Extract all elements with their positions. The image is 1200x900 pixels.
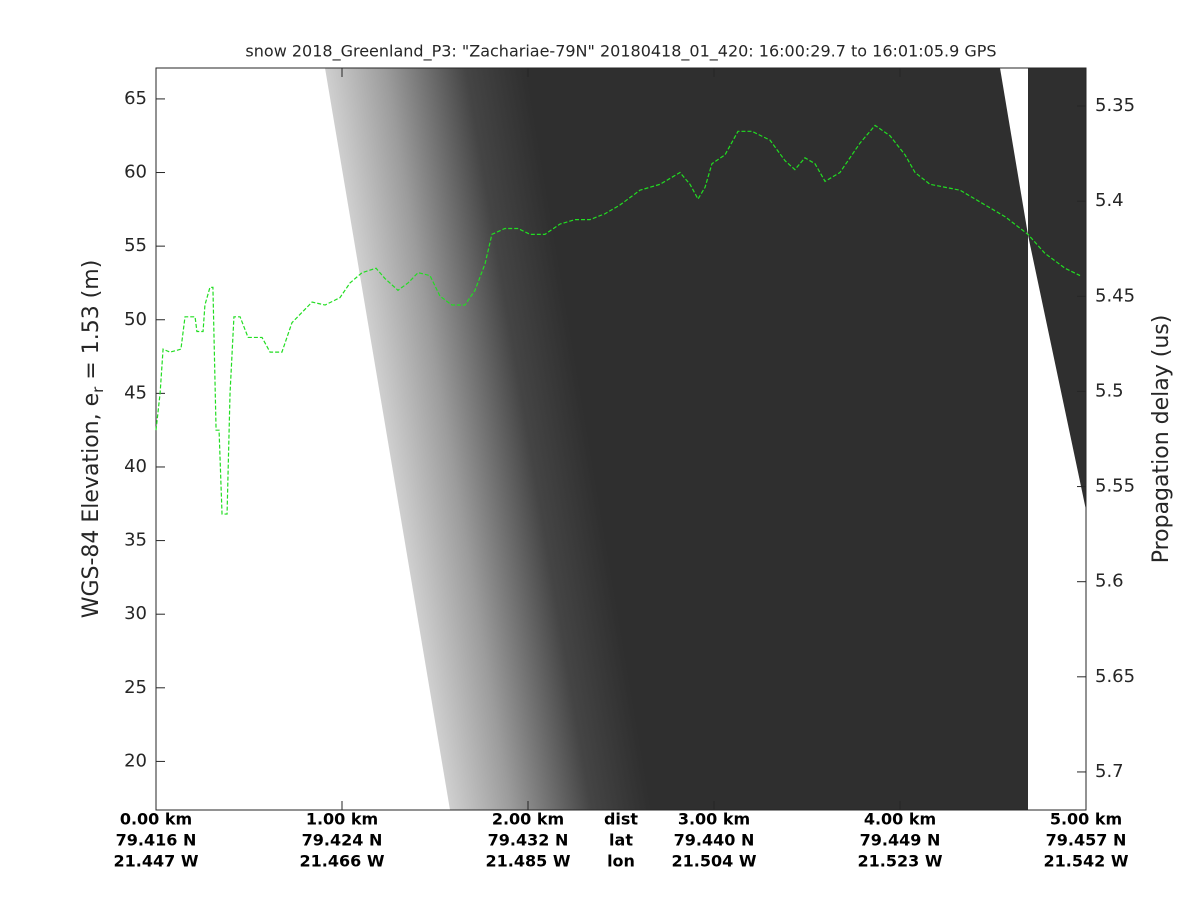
row-label: lat: [609, 831, 633, 850]
row-label: dist: [604, 810, 638, 829]
x-tick-label: 1.00 km: [306, 810, 378, 829]
chart-title: snow 2018_Greenland_P3: "Zachariae-79N" …: [245, 42, 996, 62]
y-tick-label: 35: [124, 530, 147, 551]
y2-tick-label: 5.35: [1095, 95, 1135, 116]
lat-label: 79.449 N: [860, 831, 941, 850]
y-tick-label: 60: [124, 162, 147, 183]
y-label-part: = 1.53 (m): [79, 260, 104, 387]
y-tick-label: 55: [124, 235, 147, 256]
y-tick-label: 40: [124, 456, 147, 477]
x-tick-label: 2.00 km: [492, 810, 564, 829]
y-label-sub: r: [89, 386, 107, 393]
y-tick-label: 20: [124, 750, 147, 771]
y-tick-label: 25: [124, 677, 147, 698]
plot-frame: [155, 67, 1087, 811]
lon-label: 21.504 W: [672, 852, 757, 871]
y2-tick-label: 5.7: [1095, 761, 1124, 782]
lat-label: 79.424 N: [302, 831, 383, 850]
lat-label: 79.432 N: [488, 831, 569, 850]
elevation-line: [155, 124, 1081, 515]
lon-label: 21.466 W: [300, 852, 385, 871]
lat-label: 79.440 N: [674, 831, 755, 850]
echogram: [325, 68, 1086, 810]
lat-label: 79.457 N: [1046, 831, 1127, 850]
y2-tick-label: 5.45: [1095, 285, 1135, 306]
y2-tick-label: 5.65: [1095, 666, 1135, 687]
y2-tick-label: 5.4: [1095, 190, 1124, 211]
y-tick-label: 65: [124, 88, 147, 109]
y-tick-label: 45: [124, 382, 147, 403]
row-label: lon: [607, 852, 635, 871]
lon-label: 21.523 W: [858, 852, 943, 871]
lon-label: 21.447 W: [114, 852, 199, 871]
x-tick-label: 3.00 km: [678, 810, 750, 829]
x-tick-label: 5.00 km: [1050, 810, 1122, 829]
y-tick-label: 30: [124, 603, 147, 624]
y2-tick-label: 5.6: [1095, 571, 1124, 592]
lon-label: 21.485 W: [486, 852, 571, 871]
y-label-part: WGS-84 Elevation, e: [79, 393, 104, 618]
y-tick-label: 50: [124, 309, 147, 330]
y2-axis-label: Propagation delay (us): [1149, 315, 1174, 564]
x-tick-label: 0.00 km: [120, 810, 192, 829]
lat-label: 79.416 N: [116, 831, 197, 850]
x-tick-label: 4.00 km: [864, 810, 936, 829]
y2-tick-label: 5.5: [1095, 380, 1124, 401]
y-axis-label: WGS-84 Elevation, er = 1.53 (m): [79, 260, 107, 619]
y2-tick-label: 5.55: [1095, 476, 1135, 497]
lon-label: 21.542 W: [1044, 852, 1129, 871]
